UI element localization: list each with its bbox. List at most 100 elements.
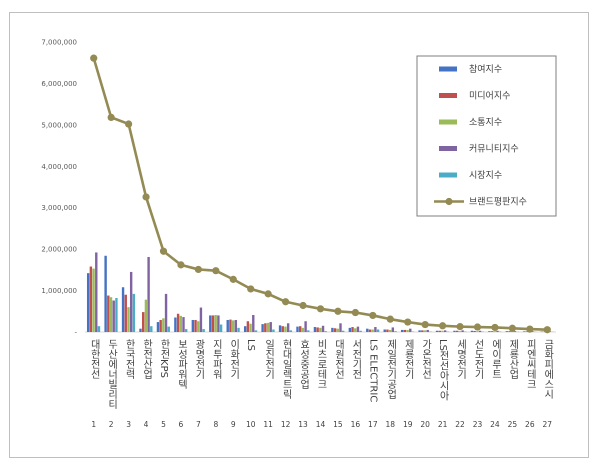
bar-커뮤니티지수 (304, 321, 307, 332)
bar-커뮤니티지수 (217, 315, 220, 332)
rank-label: 26 (525, 420, 535, 429)
bar-미디어지수 (403, 329, 407, 332)
bar-커뮤니티지수 (374, 327, 377, 332)
line-point (247, 285, 255, 293)
y-tick-label: 3,000,000 (41, 204, 77, 212)
bar-소통지수 (284, 326, 287, 332)
rank-label: 3 (126, 420, 131, 429)
bar-커뮤니티지수 (234, 319, 238, 332)
y-tick-label: 5,000,000 (41, 121, 77, 129)
category-label: LS전선아시아 (437, 339, 449, 402)
bar-소통지수 (249, 323, 252, 332)
bar-참여지수 (348, 327, 352, 332)
line-point (421, 320, 429, 329)
bar-미디어지수 (142, 312, 145, 332)
category-label: 일진전기 (263, 339, 275, 380)
bar-시장지수 (115, 298, 118, 332)
line-point (159, 247, 168, 255)
bar-소통지수 (92, 268, 95, 332)
bar-커뮤니티지수 (147, 257, 150, 332)
legend-marker (445, 197, 453, 206)
y-tick-label: 7,000,000 (41, 39, 77, 47)
y-tick-label: 1,000,000 (41, 287, 77, 295)
rank-label: 12 (281, 420, 291, 429)
bar-커뮤니티지수 (461, 330, 464, 332)
y-tick-label: 6,000,000 (41, 80, 77, 88)
bar-시장지수 (237, 327, 240, 332)
legend-label: 소통지수 (469, 117, 502, 128)
bar-커뮤니티지수 (391, 327, 395, 332)
rank-label: 16 (351, 420, 361, 429)
rank-label: 4 (144, 420, 149, 429)
category-label: 가온전선 (420, 339, 432, 379)
bar-시장지수 (307, 330, 310, 332)
bar-시장지수 (219, 324, 223, 332)
bar-미디어지수 (473, 330, 476, 332)
rank-label: 6 (179, 420, 184, 429)
bar-미디어지수 (333, 328, 337, 332)
bar-소통지수 (214, 315, 217, 332)
bar-시장지수 (341, 330, 345, 332)
category-label: 선도전기 (472, 339, 484, 380)
bar-소통지수 (162, 318, 165, 332)
legend-box (416, 55, 557, 217)
line-point (386, 315, 394, 323)
bar-미디어지수 (124, 294, 127, 332)
bar-시장지수 (359, 330, 362, 332)
bar-시장지수 (324, 331, 327, 332)
line-point (456, 323, 464, 331)
bar-커뮤니티지수 (426, 329, 429, 332)
rank-label: 1 (91, 420, 96, 429)
bar-참여지수 (313, 327, 317, 332)
legend-label: 시장지수 (469, 170, 502, 181)
bar-시장지수 (394, 331, 397, 332)
bar-소통지수 (388, 329, 392, 332)
bar-참여지수 (226, 319, 229, 332)
x-axis-labels: 대한전선 1 두산에너빌리티 2 한국전력 3 한전산업 4 한전KPS 5 보성파워텍 6 광명전기 7… (88, 339, 553, 429)
bar-참여지수 (86, 273, 90, 332)
bar-소통지수 (266, 322, 270, 332)
bar-참여지수 (331, 327, 334, 332)
bar-참여지수 (435, 330, 439, 332)
line-point (212, 267, 220, 275)
category-label: 세명전기 (455, 339, 467, 380)
rank-label: 9 (231, 420, 236, 429)
category-label: LS ELECTRIC (367, 339, 378, 402)
bar-참여지수 (121, 287, 125, 332)
rank-label: 13 (298, 420, 308, 429)
category-label: 효성중공업 (298, 339, 310, 389)
bar-소통지수 (371, 329, 374, 332)
bar-시장지수 (202, 329, 205, 332)
rank-label: 5 (161, 420, 166, 429)
bar-미디어지수 (351, 327, 354, 332)
rank-label: 21 (438, 420, 448, 429)
bar-소통지수 (406, 329, 409, 332)
rank-label: 7 (196, 420, 201, 429)
bar-소통지수 (476, 331, 479, 332)
bar-시장지수 (132, 293, 136, 332)
line-point (125, 120, 133, 128)
category-label: 에이루트 (489, 339, 501, 379)
y-tick-label: 2,000,000 (41, 246, 77, 254)
bar-미디어지수 (176, 313, 180, 332)
line-point (299, 301, 307, 310)
category-label: 금화피에스시 (542, 339, 554, 399)
bar-커뮤니티지수 (478, 330, 482, 332)
rank-label: 19 (403, 420, 413, 429)
line-point (439, 322, 447, 330)
rank-label: 2 (109, 420, 114, 429)
bar-시장지수 (97, 326, 101, 332)
bar-커뮤니티지수 (112, 300, 115, 332)
line-point (543, 326, 551, 334)
bar-미디어지수 (490, 331, 494, 332)
bar-미디어지수 (159, 319, 162, 332)
rank-label: 18 (386, 420, 396, 429)
rank-label: 27 (543, 420, 553, 429)
line-point (334, 307, 342, 315)
rank-label: 15 (333, 420, 343, 429)
category-label: 대한전선 (88, 339, 100, 379)
rank-label: 23 (473, 420, 483, 429)
bar-소통지수 (197, 321, 200, 332)
